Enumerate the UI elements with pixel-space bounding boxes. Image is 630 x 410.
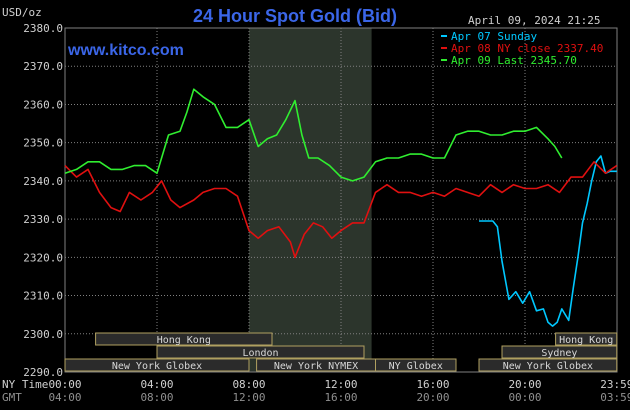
y-tick-label: 2310.0 (23, 290, 63, 303)
session-label: New York NYMEX (274, 361, 358, 372)
date-label: April 09, 2024 21:25 (468, 14, 600, 27)
ny-session-shade (249, 28, 372, 372)
session-bar (478, 358, 618, 372)
session-bar (375, 358, 457, 372)
y-tick-label: 2350.0 (23, 137, 63, 150)
unit-label: USD/oz (2, 6, 42, 19)
session-bar (64, 358, 250, 372)
y-tick-label: 2370.0 (23, 60, 63, 73)
x-tick-label-gmt: 03:59 (600, 391, 630, 404)
session-bar (95, 332, 273, 346)
y-tick-label: 2290.0 (23, 366, 63, 379)
plot-frame (64, 27, 618, 373)
site-url: www.kitco.com (67, 42, 184, 59)
session-label: Hong Kong (157, 335, 211, 346)
session-bar (156, 345, 365, 359)
x-tick-label-gmt: 12:00 (232, 391, 265, 404)
y-tick-label: 2300.0 (23, 328, 63, 341)
y-tick-label: 2360.0 (23, 98, 63, 111)
chart-title: 24 Hour Spot Gold (Bid) (193, 6, 397, 26)
legend-sunday: Apr 07 Sunday (451, 30, 537, 43)
x-tick-label-ny: 04:00 (140, 378, 173, 391)
session-label: New York Globex (503, 361, 593, 372)
x-tick-label-ny: 08:00 (232, 378, 265, 391)
ny-time-axis-label: NY Time (2, 378, 48, 391)
x-tick-label-gmt: 16:00 (324, 391, 357, 404)
x-tick-label-ny: 16:00 (416, 378, 449, 391)
x-tick-label-ny: 12:00 (324, 378, 357, 391)
x-tick-label-ny: 00:00 (48, 378, 81, 391)
session-label: Hong Kong (559, 335, 613, 346)
session-bar (555, 332, 618, 346)
y-tick-label: 2340.0 (23, 175, 63, 188)
session-label: NY Globex (389, 361, 443, 372)
gmt-axis-label: GMT (2, 391, 22, 404)
legend-apr09: Apr 09 Last 2345.70 (451, 54, 577, 67)
session-label: New York Globex (112, 361, 202, 372)
x-tick-label-ny: 23:59 (600, 378, 630, 391)
x-tick-label-gmt: 20:00 (416, 391, 449, 404)
x-tick-label-gmt: 00:00 (508, 391, 541, 404)
legend-swatch-sunday (441, 35, 447, 37)
x-tick-label-gmt: 08:00 (140, 391, 173, 404)
session-bar (501, 345, 618, 359)
series-apr07-sunday (479, 155, 617, 327)
legend: Apr 07 Sunday Apr 08 NY close 2337.40 Ap… (441, 30, 603, 67)
y-tick-label: 2330.0 (23, 213, 63, 226)
legend-swatch-apr08 (441, 47, 447, 49)
series-apr08-ny-close (64, 161, 618, 259)
y-tick-label: 2320.0 (23, 251, 63, 264)
session-label: London (242, 348, 278, 359)
x-tick-label-ny: 20:00 (508, 378, 541, 391)
y-tick-label: 2380.0 (23, 22, 63, 35)
x-tick-label-gmt: 04:00 (48, 391, 81, 404)
legend-swatch-apr09 (441, 59, 447, 61)
session-label: Sydney (541, 348, 577, 359)
legend-apr08: Apr 08 NY close 2337.40 (451, 42, 603, 55)
series-apr09-last (64, 88, 563, 182)
